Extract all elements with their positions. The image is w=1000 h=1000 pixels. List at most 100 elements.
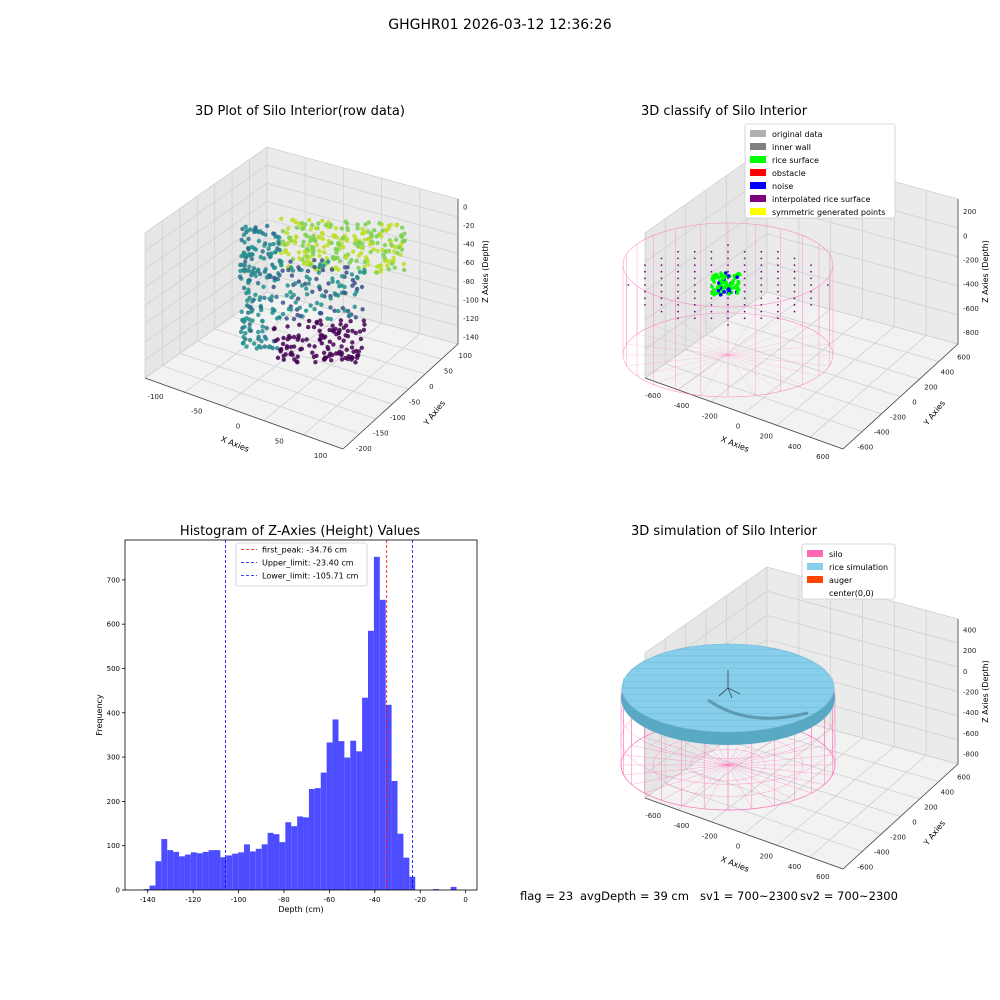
y-tick-label: 100 [459, 352, 472, 360]
histogram-bar [332, 719, 339, 890]
scatter-point [366, 262, 371, 267]
rice-point [714, 291, 719, 296]
scatter-point [362, 264, 367, 269]
scatter-point [299, 267, 304, 273]
scatter-point [354, 274, 360, 280]
legend-label: center(0,0) [829, 589, 874, 598]
histogram-bar [155, 861, 162, 890]
floor-pane [645, 292, 958, 449]
scatter-point [256, 329, 261, 335]
surface-point [793, 304, 796, 306]
surface-point [727, 264, 729, 266]
scatter-point [280, 311, 286, 317]
scatter-point [238, 268, 243, 274]
surface-point [793, 277, 796, 280]
histogram-bar [432, 889, 439, 890]
auger [718, 670, 741, 699]
chart1-title: 3D Plot of Silo Interior(row data) [195, 104, 405, 119]
scatter-point [305, 254, 310, 259]
scatter-point [242, 240, 247, 245]
scatter-point [244, 290, 249, 296]
scatter-point [324, 256, 330, 261]
y-axis-line [842, 763, 959, 870]
legend-label: obstacle [772, 169, 806, 178]
x-tick-label: 600 [816, 873, 829, 881]
surface-point [727, 257, 729, 260]
y-tick-label: 400 [941, 369, 954, 377]
scatter-point [378, 263, 384, 268]
gridline-z [644, 262, 959, 350]
x-tick-label: -20 [415, 896, 426, 904]
surface-point [777, 257, 779, 260]
rice-point [710, 284, 714, 289]
scatter-point [371, 247, 376, 252]
surface-point [743, 277, 746, 280]
scatter-point [306, 318, 312, 324]
surface-point [693, 270, 696, 273]
scatter-point [327, 339, 333, 344]
surface-point [777, 277, 779, 280]
histogram-bar [297, 816, 304, 890]
scatter-point [262, 295, 267, 300]
histogram-bar [320, 772, 327, 890]
scatter-point [288, 352, 293, 357]
histogram-bar [356, 751, 363, 890]
scatter-point [317, 265, 322, 270]
chart3-title: Histogram of Z-Axies (Height) Values [179, 524, 421, 539]
histogram-bar [238, 852, 244, 890]
legend-swatch [807, 550, 823, 557]
scatter-point [353, 330, 358, 336]
surface-point [693, 277, 696, 280]
legend-label: Upper_limit: -23.40 cm [262, 559, 354, 568]
surface-point [693, 304, 696, 306]
surface-point [810, 297, 812, 300]
scatter-point [249, 272, 254, 278]
z-tick-label: -20 [463, 222, 474, 230]
scatter-point [330, 323, 335, 328]
scatter-point [347, 260, 352, 265]
scatter-point [349, 345, 355, 350]
scatter-point [275, 346, 280, 351]
histogram-bar [367, 630, 374, 890]
scatter-point [317, 253, 322, 259]
scatter-point [374, 264, 380, 269]
scatter-point [326, 281, 331, 286]
scatter-points [237, 216, 407, 365]
silo-floor-spoke [681, 764, 729, 806]
x-tick-label: 50 [275, 437, 284, 445]
scatter-point [321, 244, 327, 250]
rice-point [736, 288, 740, 292]
scatter-point [299, 283, 305, 288]
scatter-point [317, 328, 322, 333]
silo-floor-spoke [727, 764, 833, 776]
scatter-point [319, 258, 325, 263]
scatter-point [350, 355, 355, 360]
x-axis-line [144, 377, 344, 450]
scatter-point [399, 234, 405, 239]
legend-label: rice surface [772, 156, 819, 165]
scatter-point [242, 263, 247, 268]
scatter-point [335, 279, 341, 285]
histogram-bar [179, 856, 185, 890]
y-tick-label: -600 [857, 864, 873, 872]
y-tick-label: 200 [924, 804, 937, 812]
rice-point [719, 271, 723, 275]
x-axis-label: Depth (cm) [278, 905, 323, 914]
scatter-point [313, 225, 318, 231]
z-tick-label: 0 [463, 203, 467, 211]
silo-floor-spoke [727, 333, 819, 356]
scatter-point [261, 256, 267, 261]
scatter-point [238, 329, 244, 335]
y-tick-label: 400 [941, 789, 954, 797]
scatter-point [272, 265, 278, 270]
scatter-point [305, 258, 310, 263]
y-tick-label: 600 [957, 774, 970, 782]
scatter-point [378, 267, 384, 272]
surface-point [644, 264, 646, 266]
y-tick-label: -50 [409, 399, 420, 407]
scatter-point [260, 231, 265, 236]
scatter-point [328, 296, 333, 301]
surface-point [644, 277, 646, 280]
rice-point [722, 286, 726, 290]
scatter-point [296, 335, 301, 340]
